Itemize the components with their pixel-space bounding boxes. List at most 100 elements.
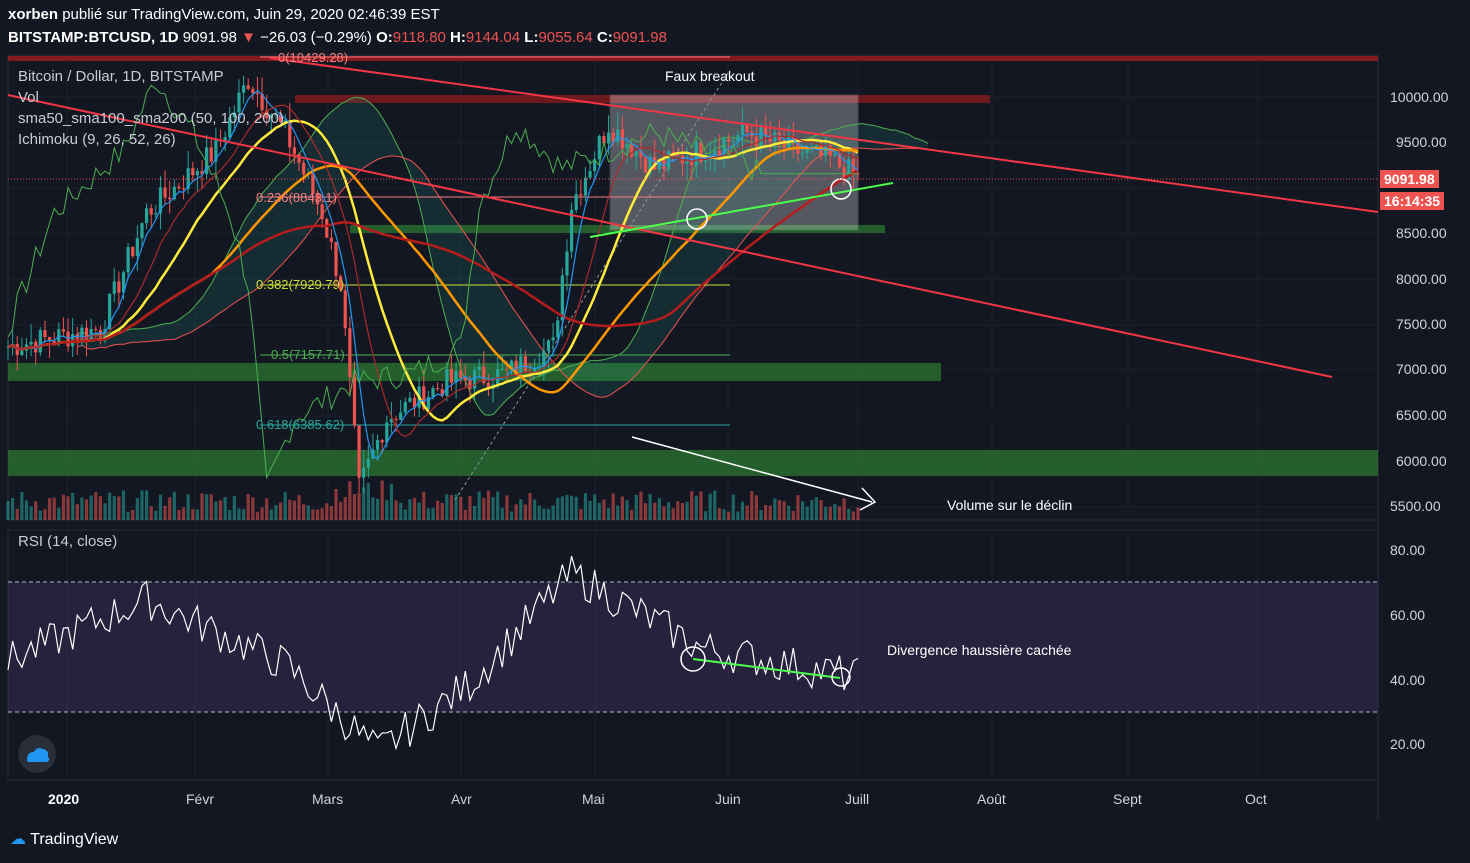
price-tick: 8500.00 (1396, 225, 1447, 241)
candle-body (764, 127, 768, 136)
support-zone-8600 (350, 225, 885, 233)
volume-bar (311, 509, 315, 520)
pivot-low-circle-1 (686, 208, 708, 230)
chart-title-legend[interactable]: Bitcoin / Dollar, 1D, BITSTAMP (18, 68, 224, 85)
volume-bar (394, 500, 398, 520)
volume-bar (782, 501, 786, 520)
candle-body (144, 208, 149, 224)
volume-bar (676, 501, 680, 520)
volume-bar (796, 495, 800, 520)
moving-averages (7, 84, 859, 480)
volume-bar (491, 497, 495, 520)
candle-body (278, 114, 283, 123)
volume-bar (362, 487, 366, 520)
candle-body (343, 290, 347, 329)
volume-bar (606, 507, 611, 520)
candle-body (523, 356, 527, 372)
volume-bar (482, 497, 486, 520)
price-tick: 10000.00 (1390, 89, 1449, 105)
volume-bar (89, 495, 93, 520)
candle-body (782, 140, 786, 149)
rsi-pivot-circle-1 (680, 646, 706, 672)
fib-label-0: 0(10429.28) (278, 50, 349, 65)
rsi-divergence-line (692, 658, 841, 679)
price-tick: 5500.00 (1390, 498, 1441, 514)
volume-bar (232, 495, 236, 520)
candle-body (329, 237, 333, 242)
volume-bar (20, 491, 24, 520)
candle-body (135, 238, 139, 256)
candle-body (814, 144, 819, 148)
volume-bar (768, 505, 772, 520)
candle-body (588, 171, 592, 178)
cloud-logo-icon (27, 748, 50, 762)
volume-bar (611, 493, 615, 520)
volume-bars (6, 480, 860, 520)
candle-body (740, 123, 745, 136)
volume-bar (509, 511, 514, 520)
volume-bar (163, 505, 167, 520)
volume-bar (380, 480, 384, 520)
candle-body (625, 144, 629, 149)
price-tick: 7000.00 (1396, 361, 1447, 377)
volume-bar (320, 508, 324, 520)
candle-body (657, 160, 661, 170)
volume-bar (477, 491, 481, 520)
tradingview-badge[interactable] (18, 735, 56, 773)
candle-body (52, 340, 56, 344)
volume-bar (366, 482, 370, 520)
candle-body (131, 246, 135, 256)
volume-bar (24, 500, 29, 520)
volume-bar (787, 505, 791, 520)
author-name[interactable]: xorben (8, 6, 59, 23)
volume-bar (800, 501, 805, 520)
volume-bar (302, 504, 306, 520)
candle-body (362, 467, 366, 478)
volume-bar (52, 497, 56, 520)
candle-body (583, 177, 588, 196)
volume-bar (121, 490, 126, 520)
volume-bar (265, 498, 269, 520)
volume-bar (112, 496, 116, 520)
volume-bar (422, 491, 426, 520)
volume-bar (11, 498, 15, 520)
volume-bar (639, 491, 643, 520)
volume-bar (214, 501, 218, 520)
ichimoku-legend[interactable]: Ichimoku (9, 26, 52, 26) (18, 131, 176, 148)
volume-bar (745, 505, 749, 520)
volume-bar (847, 508, 851, 520)
volume-bar (66, 496, 70, 520)
sma-legend[interactable]: sma50_sma100_sma200 (50, 100, 200) (18, 110, 285, 127)
volume-legend[interactable]: Vol (18, 89, 39, 106)
volume-bar (223, 497, 227, 520)
volume-bar (454, 494, 458, 520)
divergence-note: Divergence haussière cachée (887, 642, 1072, 658)
volume-bar (574, 496, 578, 520)
volume-bar (791, 510, 795, 520)
volume-bar (251, 497, 255, 520)
volume-bar (500, 507, 504, 520)
candle-body (255, 93, 260, 95)
candle-body (399, 412, 403, 420)
volume-bar (634, 494, 638, 520)
arrow-head-icon (859, 487, 877, 511)
candle-body (140, 223, 144, 239)
tradingview-footer[interactable]: ☁ TradingView (10, 829, 118, 849)
volume-bar (551, 505, 555, 520)
candle-body (791, 136, 795, 141)
volume-bar (602, 499, 606, 520)
volume-bar (38, 510, 42, 520)
symbol-label[interactable]: BITSTAMP:BTCUSD, 1D (8, 29, 179, 46)
candle-body (824, 145, 828, 156)
rsi-legend[interactable]: RSI (14, close) (18, 533, 118, 550)
last-price: 9091.98 (182, 29, 237, 46)
candle-body (768, 135, 772, 142)
volume-bar (348, 481, 352, 520)
time-tick: Sept (1113, 791, 1142, 807)
volume-bar (158, 494, 163, 520)
volume-decline-note: Volume sur le déclin (947, 497, 1073, 513)
candle-body (828, 145, 832, 156)
price-tick: 6500.00 (1396, 407, 1447, 423)
volume-bar (168, 497, 172, 520)
